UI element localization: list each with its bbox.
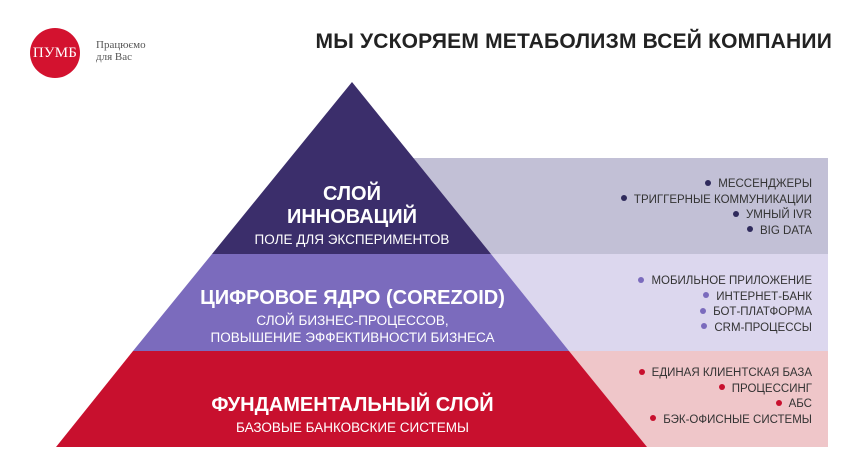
tagline-line-1: Працюємо — [96, 39, 146, 51]
bullet-dot-icon — [700, 307, 707, 314]
bullet-dot-icon — [620, 195, 627, 202]
layer-innovation: СЛОЙ ИННОВАЦИЙ ПОЛЕ ДЛЯ ЭКСПЕРИМЕНТОВ — [232, 183, 472, 248]
layer-core-shape — [133, 254, 569, 351]
tagline-line-2: для Вас — [96, 51, 132, 63]
feature-item: МОБИЛЬНОЕ ПРИЛОЖЕНИЕ — [638, 274, 812, 290]
core-features: МОБИЛЬНОЕ ПРИЛОЖЕНИЕ ИНТЕРНЕТ-БАНК БОТ-П… — [638, 274, 812, 336]
layer-innovation-shape — [212, 82, 491, 254]
bullet-dot-icon — [747, 226, 754, 233]
logo-circle: ПУМБ — [30, 28, 80, 78]
feature-item: АБС — [639, 397, 812, 413]
page-title: МЫ УСКОРЯЕМ МЕТАБОЛИЗМ ВСЕЙ КОМПАНИИ — [315, 30, 832, 53]
feature-item: МЕССЕНДЖЕРЫ — [621, 177, 812, 193]
bullet-dot-icon — [701, 323, 708, 330]
layer-innovation-name-1: СЛОЙ — [323, 183, 381, 205]
feature-item: ТРИГГЕРНЫЕ КОММУНИКАЦИИ — [620, 193, 812, 209]
layer-core-description-1: СЛОЙ БИЗНЕС-ПРОЦЕССОВ, — [256, 313, 449, 328]
bullet-dot-icon — [638, 368, 645, 375]
layer-core-description-2: ПОВЫШЕНИЕ ЭФФЕКТИВНОСТИ БИЗНЕСА — [210, 330, 495, 345]
bullet-dot-icon — [703, 292, 710, 299]
layer-innovation-description: ПОЛЕ ДЛЯ ЭКСПЕРИМЕНТОВ — [254, 232, 450, 247]
layer-core-name: ЦИФРОВОЕ ЯДРО (COREZOID) — [200, 287, 505, 309]
feature-item: БЭК-ОФИСНЫЕ СИСТЕМЫ — [639, 413, 812, 429]
feature-item: ИНТЕРНЕТ-БАНК — [638, 290, 812, 306]
layer-innovation-name-2: ИННОВАЦИЙ — [286, 206, 418, 228]
layer-foundation-description: БАЗОВЫЕ БАНКОВСКИЕ СИСТЕМЫ — [236, 420, 469, 435]
layer-foundation-shape — [56, 351, 647, 447]
feature-item: УМНЫЙ IVR — [621, 208, 812, 224]
layer-foundation: ФУНДАМЕНТАЛЬНЫЙ СЛОЙ БАЗОВЫЕ БАНКОВСКИЕ … — [170, 394, 535, 436]
bullet-dot-icon — [650, 415, 657, 422]
logo-tagline: Працюємо для Вас — [96, 39, 186, 63]
bullet-dot-icon — [732, 210, 739, 217]
logo-text: ПУМБ — [32, 44, 78, 61]
brand-logo: ПУМБ Працюємо для Вас — [30, 28, 180, 78]
layer-core: ЦИФРОВОЕ ЯДРО (COREZOID) СЛОЙ БИЗНЕС-ПРО… — [170, 287, 535, 346]
bullet-dot-icon — [718, 384, 725, 391]
feature-item: БОТ-ПЛАТФОРМА — [638, 305, 812, 321]
bullet-dot-icon — [775, 399, 782, 406]
feature-item: ПРОЦЕССИНГ — [639, 382, 812, 398]
feature-item: ЕДИНАЯ КЛИЕНТСКАЯ БАЗА — [638, 366, 812, 382]
foundation-features: ЕДИНАЯ КЛИЕНТСКАЯ БАЗА ПРОЦЕССИНГ АБС БЭ… — [638, 366, 812, 429]
innovation-features: МЕССЕНДЖЕРЫ ТРИГГЕРНЫЕ КОММУНИКАЦИИ УМНЫ… — [620, 177, 812, 240]
feature-item: CRM-ПРОЦЕССЫ — [638, 321, 812, 337]
bullet-dot-icon — [638, 276, 645, 283]
layer-foundation-name: ФУНДАМЕНТАЛЬНЫЙ СЛОЙ — [211, 394, 494, 416]
bullet-dot-icon — [705, 179, 712, 186]
feature-item: BIG DATA — [621, 224, 812, 240]
